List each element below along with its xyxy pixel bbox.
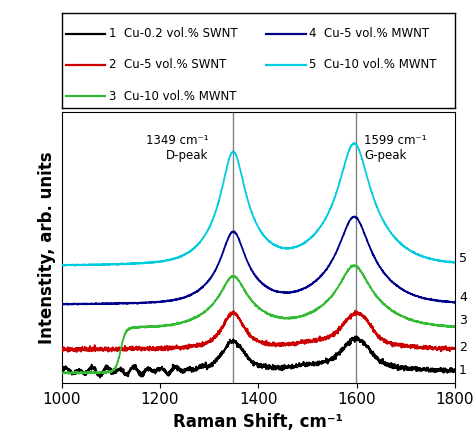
Text: D-peak: D-peak bbox=[166, 149, 208, 162]
Text: 4  Cu-5 vol.% MWNT: 4 Cu-5 vol.% MWNT bbox=[310, 27, 429, 40]
Text: G-peak: G-peak bbox=[364, 149, 406, 162]
Text: 2: 2 bbox=[459, 341, 467, 354]
Text: 4: 4 bbox=[459, 291, 467, 304]
X-axis label: Raman Shift, cm⁻¹: Raman Shift, cm⁻¹ bbox=[173, 413, 343, 430]
Y-axis label: Intenstity, arb. units: Intenstity, arb. units bbox=[38, 151, 56, 344]
Text: 5  Cu-10 vol.% MWNT: 5 Cu-10 vol.% MWNT bbox=[310, 58, 437, 71]
Text: 1599 cm⁻¹: 1599 cm⁻¹ bbox=[364, 134, 427, 147]
Text: 3: 3 bbox=[459, 314, 467, 327]
Text: 1349 cm⁻¹: 1349 cm⁻¹ bbox=[146, 134, 208, 147]
Text: 1  Cu-0.2 vol.% SWNT: 1 Cu-0.2 vol.% SWNT bbox=[109, 27, 237, 40]
Text: 3  Cu-10 vol.% MWNT: 3 Cu-10 vol.% MWNT bbox=[109, 89, 237, 103]
Text: 2  Cu-5 vol.% SWNT: 2 Cu-5 vol.% SWNT bbox=[109, 58, 226, 71]
Text: 5: 5 bbox=[459, 252, 467, 264]
Text: 1: 1 bbox=[459, 364, 467, 377]
